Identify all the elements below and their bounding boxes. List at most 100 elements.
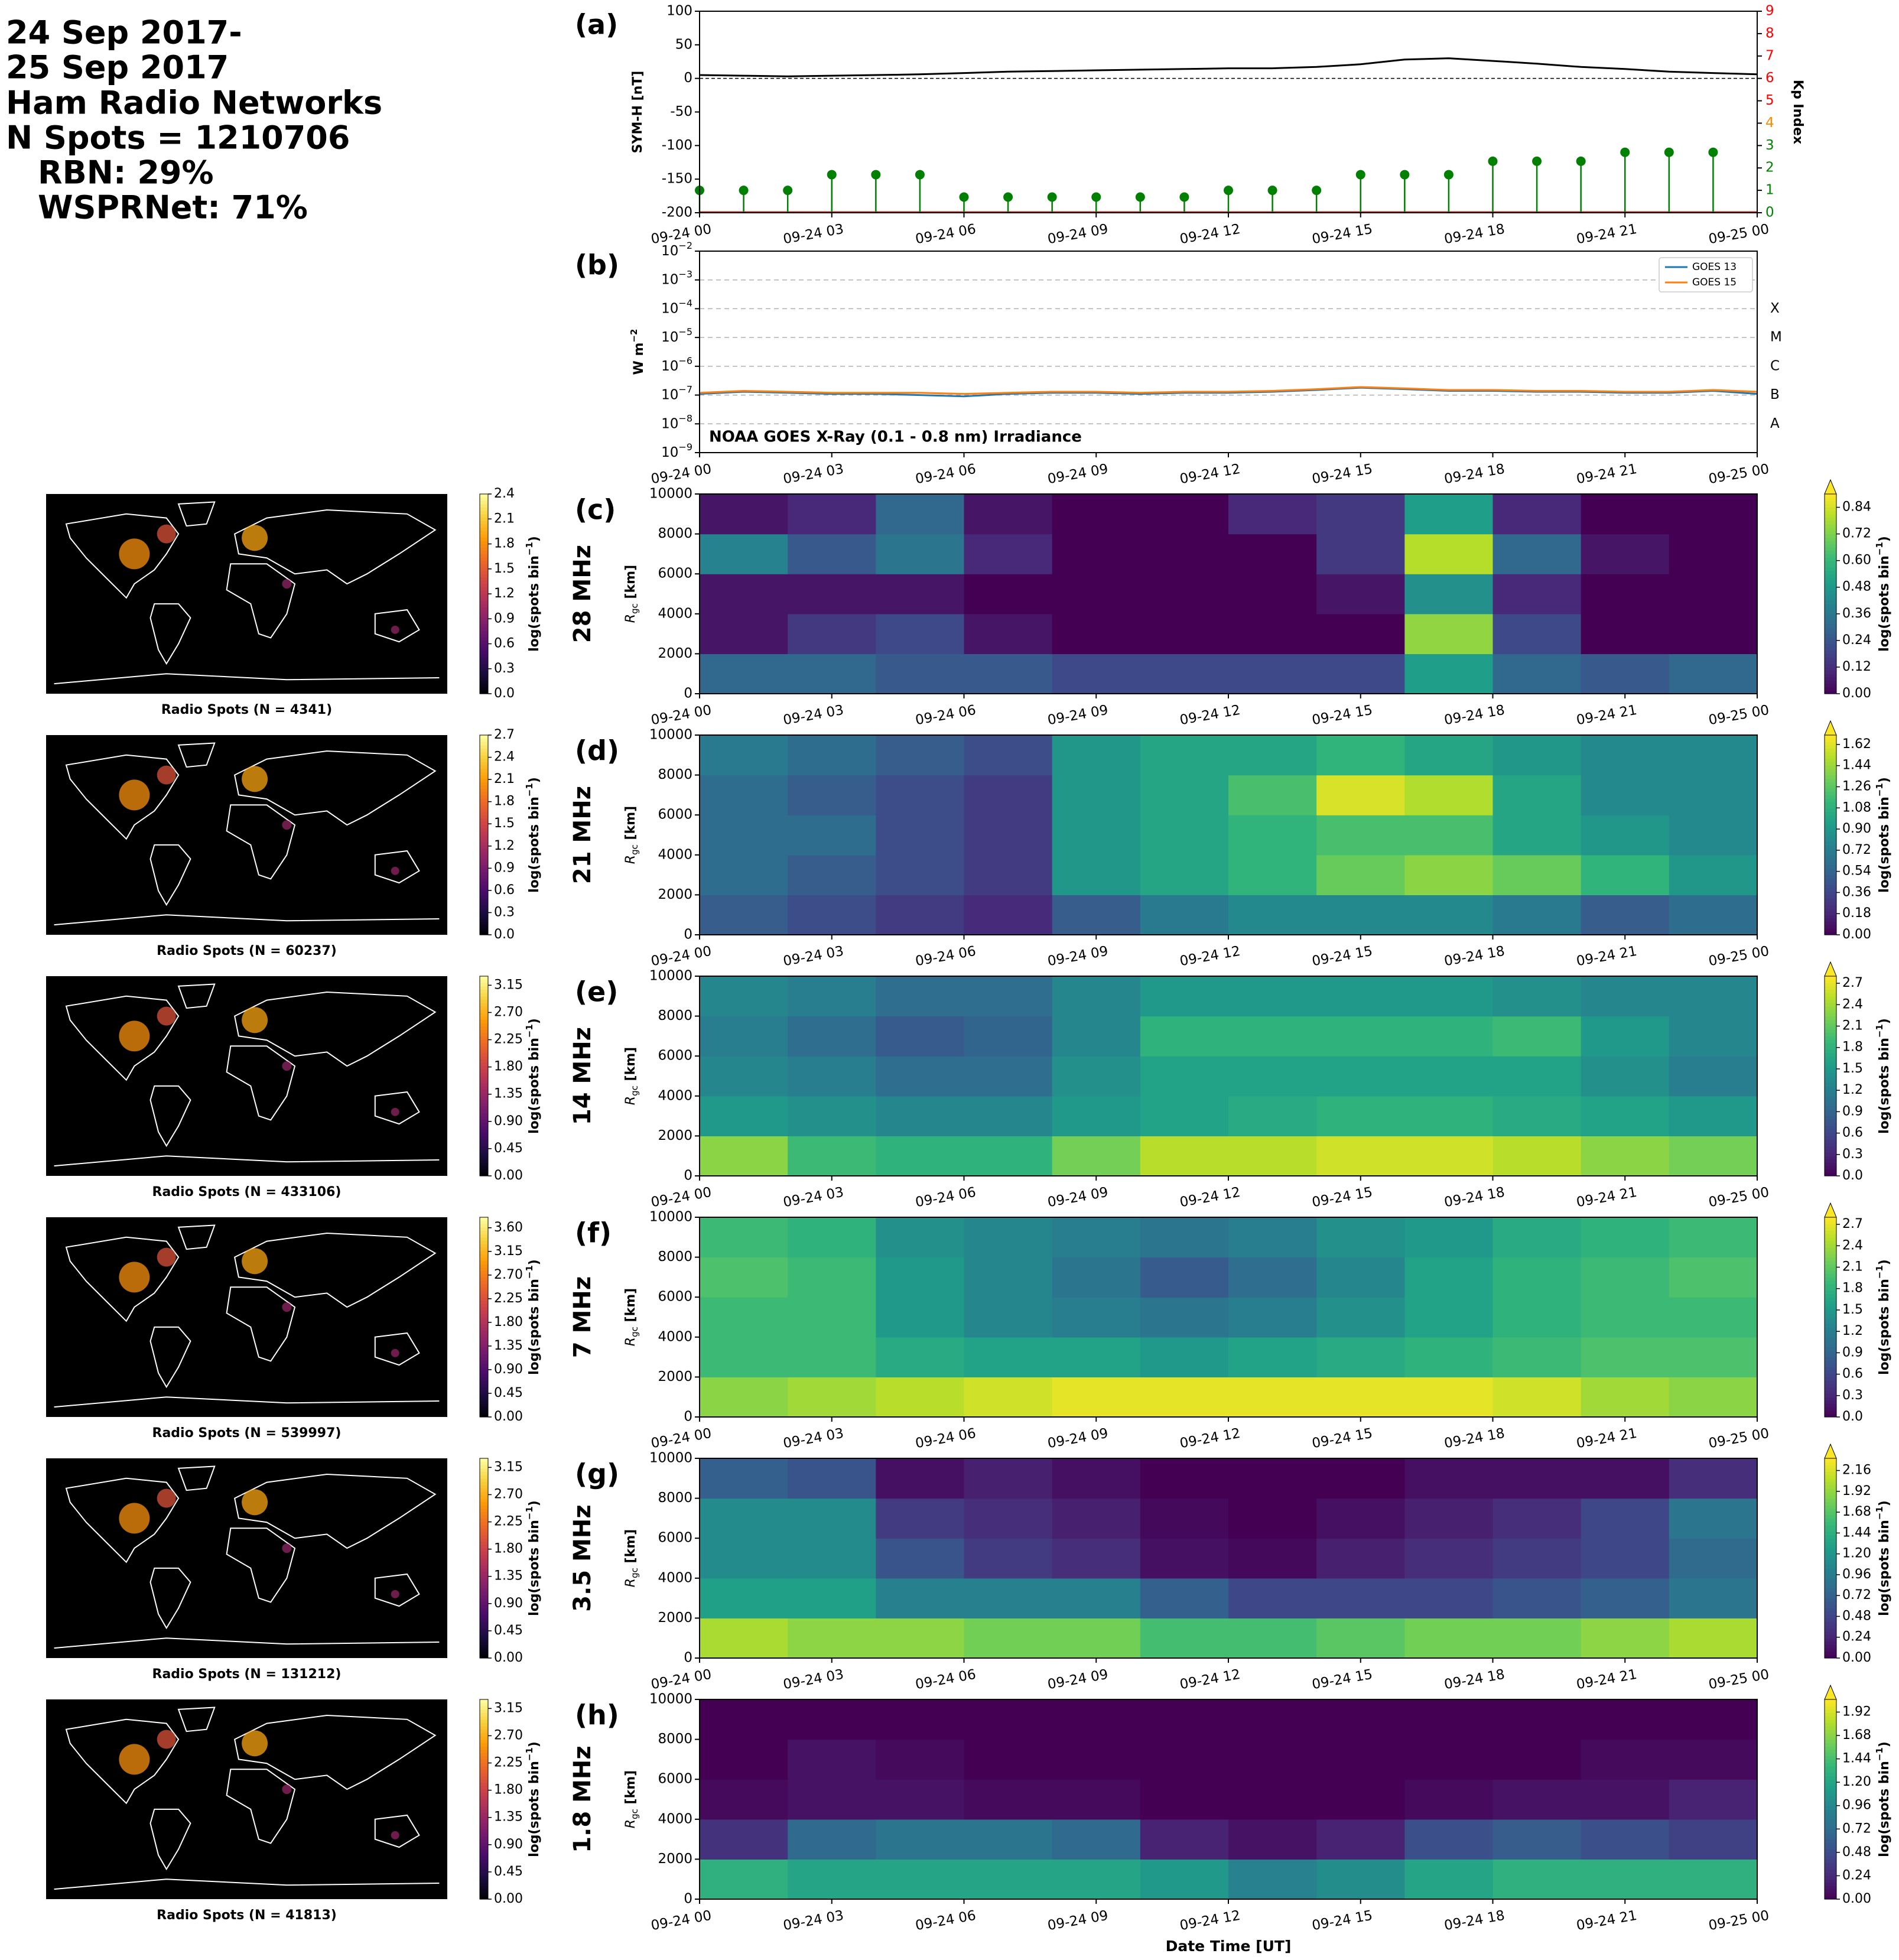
- colorbar-segment: [480, 898, 488, 902]
- heat-cell: [876, 1458, 965, 1499]
- colorbar-segment: [1825, 1169, 1836, 1173]
- colorbar-segment: [480, 1789, 488, 1793]
- colorbar-segment: [1825, 613, 1836, 618]
- heat-cell: [1492, 976, 1582, 1017]
- heat-cell: [1052, 1016, 1141, 1057]
- colorbar-segment: [1825, 1746, 1836, 1750]
- heat-cell: [1316, 815, 1405, 856]
- colorbar-tick-label: 3.15: [494, 1460, 523, 1474]
- world-map: [46, 1458, 447, 1658]
- colorbar-segment: [480, 781, 488, 786]
- colorbar-segment: [1825, 623, 1836, 628]
- kp-marker: [739, 186, 749, 196]
- colorbar-label: log(spots bin−1): [1874, 777, 1893, 893]
- colorbar-segment: [1825, 1116, 1836, 1120]
- colorbar-segment: [480, 1644, 488, 1649]
- colorbar-segment: [1825, 1498, 1836, 1502]
- colorbar-label-text: log(spots bin: [1877, 1038, 1892, 1134]
- colorbar-segment: [480, 1149, 488, 1153]
- colorbar-tick-label: 2.70: [494, 1267, 523, 1282]
- colorbar-segment: [1825, 1253, 1836, 1258]
- colorbar-segment: [480, 1772, 488, 1777]
- heat-cell: [1228, 1739, 1317, 1780]
- y-tick-label: 10−6: [661, 355, 692, 373]
- colorbar-segment: [1825, 1304, 1836, 1308]
- colorbar-segment: [1825, 670, 1836, 674]
- colorbar-segment: [480, 821, 488, 825]
- heat-cell: [1140, 613, 1229, 654]
- colorbar-segment: [480, 1400, 488, 1405]
- heat-cell: [1316, 976, 1405, 1017]
- header-line: RBN: 29%: [38, 154, 214, 191]
- colorbar-segment: [1825, 1501, 1836, 1506]
- colorbar-segment: [1825, 1283, 1836, 1288]
- colorbar-segment: [480, 881, 488, 886]
- colorbar-segment: [1825, 1739, 1836, 1743]
- colorbar-segment: [1825, 521, 1836, 525]
- coastline: [233, 991, 437, 1067]
- colorbar-segment: [480, 647, 488, 651]
- colorbar-segment: [480, 745, 488, 749]
- colorbar-segment: [480, 1056, 488, 1060]
- heat-cell: [1228, 976, 1317, 1017]
- colorbar-tick-label: 1.26: [1842, 779, 1871, 794]
- colorbar-segment: [480, 497, 488, 501]
- kp-marker: [1488, 156, 1498, 166]
- colorbar-segment: [480, 785, 488, 789]
- colorbar-tick-label: 0.24: [1842, 1630, 1871, 1644]
- colorbar-segment: [1825, 1796, 1836, 1800]
- colorbar-segment: [1825, 1733, 1836, 1737]
- heat-cell: [1140, 1779, 1229, 1820]
- colorbar-segment: [480, 557, 488, 561]
- colorbar-tick-label: 2.25: [494, 1514, 523, 1529]
- panel-label: (b): [575, 249, 619, 281]
- colorbar-tick-label: 0.3: [494, 905, 515, 919]
- heat-cell: [1669, 494, 1758, 535]
- heat-cell: [1316, 1217, 1405, 1258]
- colorbar-segment: [1825, 1162, 1836, 1166]
- colorbar-segment: [480, 864, 488, 869]
- colorbar-segment: [1825, 1122, 1836, 1127]
- heat-cell: [1492, 1618, 1582, 1659]
- heat-cell: [1404, 854, 1494, 895]
- colorbar-segment: [1825, 871, 1836, 876]
- colorbar-segment: [480, 1796, 488, 1800]
- heat-cell: [1052, 1618, 1141, 1659]
- colorbar-label-close: ): [1877, 1018, 1892, 1024]
- colorbar-segment: [1825, 1719, 1836, 1724]
- heat-cell: [1052, 775, 1141, 815]
- heat-cell: [788, 534, 876, 574]
- colorbar-segment: [480, 911, 488, 915]
- colorbar-segment: [1825, 650, 1836, 654]
- y-tick-label: 6000: [658, 1048, 692, 1064]
- colorbar-segment: [480, 640, 488, 645]
- heat-cell: [1228, 1578, 1317, 1618]
- spot-glow: [119, 1020, 150, 1052]
- heat-cell: [1228, 895, 1317, 935]
- colorbar-segment: [480, 1112, 488, 1117]
- colorbar-segment: [480, 521, 488, 525]
- colorbar-segment: [1825, 1522, 1836, 1526]
- colorbar-segment: [480, 613, 488, 618]
- colorbar-segment: [480, 1608, 488, 1612]
- colorbar-segment: [1825, 1234, 1836, 1238]
- heat-cell: [1316, 1538, 1405, 1579]
- heat-cell: [1581, 1056, 1670, 1097]
- colorbar-segment: [1825, 1003, 1836, 1007]
- colorbar-segment: [1825, 1575, 1836, 1579]
- heat-cell: [1228, 494, 1317, 535]
- colorbar-segment: [1825, 911, 1836, 915]
- flare-class-label: B: [1770, 387, 1780, 402]
- colorbar-segment: [1825, 1876, 1836, 1880]
- colorbar-segment: [480, 805, 488, 809]
- heat-cell: [1669, 1578, 1758, 1618]
- coastline: [233, 750, 437, 826]
- colorbar-segment: [480, 1353, 488, 1358]
- colorbar-segment: [480, 1859, 488, 1863]
- colorbar-segment: [480, 1093, 488, 1097]
- colorbar-segment: [1825, 1743, 1836, 1747]
- heat-cell: [700, 1578, 788, 1618]
- colorbar-segment: [480, 778, 488, 782]
- colorbar-frame: [479, 734, 489, 935]
- colorbar-tick-label: 1.68: [1842, 1504, 1871, 1519]
